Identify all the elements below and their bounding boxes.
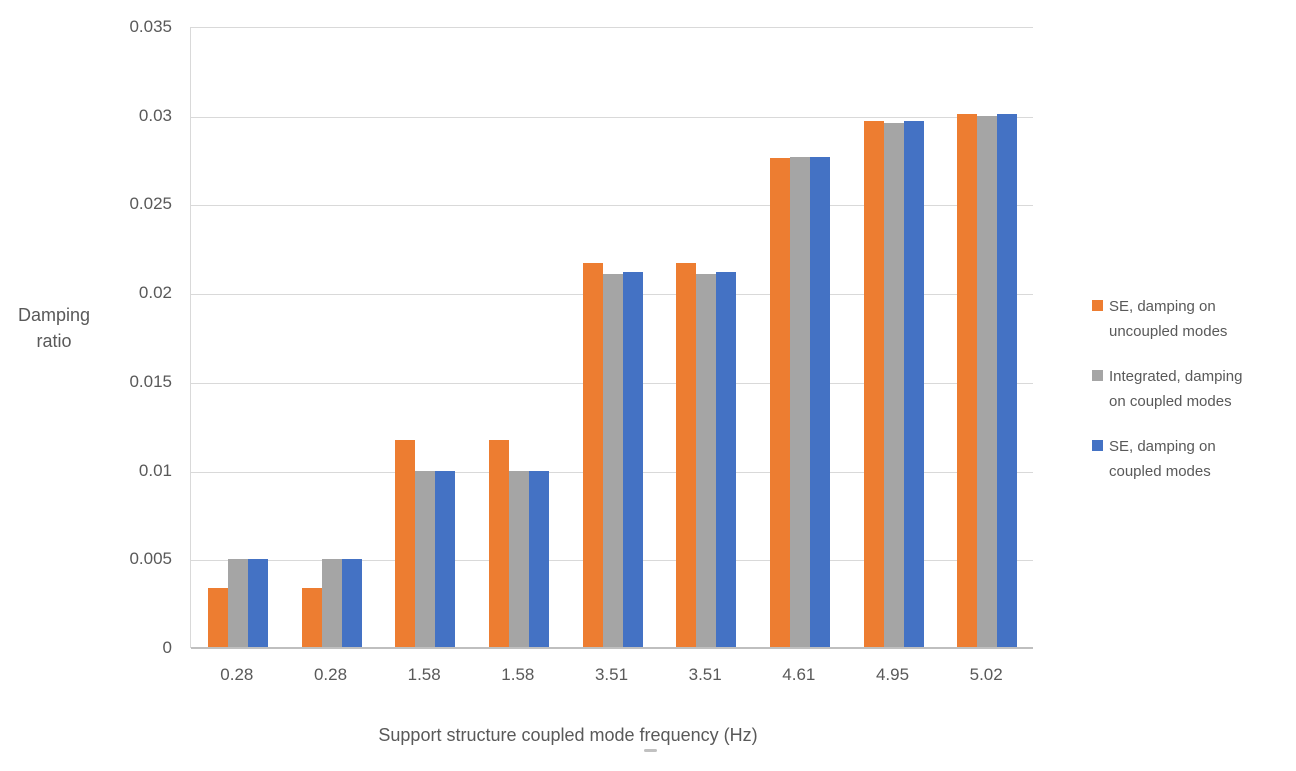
bar-se-damping-on-uncoupled-modes-1.58: [395, 440, 416, 648]
legend-entry: SE, damping on coupled modes: [1092, 434, 1292, 484]
x-axis-line: [191, 647, 1033, 649]
x-tick-label: 4.61: [782, 665, 816, 684]
bar-se-damping-on-uncoupled-modes-0.28: [207, 587, 228, 648]
crop-artifact: [644, 749, 657, 752]
y-axis-title-line-2: ratio: [36, 331, 72, 351]
legend-entry: SE, damping on uncoupled modes: [1092, 294, 1292, 344]
legend-swatch-icon: [1092, 300, 1103, 311]
bar-integrated-damping-on-coupled-modes-1.58: [508, 470, 529, 648]
legend-swatch-icon: [1092, 370, 1103, 381]
y-tick-label: 0.02: [138, 283, 172, 303]
x-tick-label: 4.95: [875, 665, 910, 684]
bar-se-damping-on-coupled-modes-1.58: [435, 470, 456, 648]
bar-integrated-damping-on-coupled-modes-4.61: [789, 156, 810, 648]
bar-se-damping-on-coupled-modes-3.51: [716, 271, 737, 648]
legend-label-line: uncoupled modes: [1109, 323, 1228, 340]
bar-se-damping-on-coupled-modes-4.61: [809, 156, 830, 648]
legend-swatch-icon: [1092, 440, 1103, 451]
x-tick-label: 3.51: [688, 665, 722, 684]
bar-se-damping-on-uncoupled-modes-4.95: [863, 121, 884, 648]
y-axis-title: Damping ratio: [8, 302, 100, 354]
bar-integrated-damping-on-coupled-modes-1.58: [415, 470, 436, 648]
legend-label: SE, damping on uncoupled modes: [1109, 294, 1227, 344]
y-tick-label: 0.03: [138, 105, 172, 125]
y-tick-label: 0: [162, 638, 172, 657]
bar-se-damping-on-coupled-modes-1.58: [528, 470, 549, 648]
y-tick-label: 0.025: [129, 194, 172, 214]
legend-label-line: SE, damping on: [1109, 438, 1216, 455]
legend-label-line: SE, damping on: [1109, 298, 1216, 315]
bar-integrated-damping-on-coupled-modes-3.51: [696, 273, 717, 648]
bar-integrated-damping-on-coupled-modes-4.95: [883, 122, 904, 648]
gridline: [191, 205, 1033, 207]
bar-se-damping-on-coupled-modes-0.28: [341, 559, 362, 648]
bar-se-damping-on-coupled-modes-3.51: [622, 271, 643, 648]
x-tick-label: 1.58: [501, 665, 535, 684]
bar-integrated-damping-on-coupled-modes-3.51: [602, 273, 623, 648]
y-axis-title-line-1: Damping: [17, 305, 91, 325]
x-tick-label: 0.28: [220, 665, 254, 684]
bar-integrated-damping-on-coupled-modes-5.02: [977, 115, 998, 648]
x-tick-label: 3.51: [594, 665, 629, 684]
x-tick-label: 1.58: [407, 665, 441, 684]
bar-se-damping-on-uncoupled-modes-3.51: [582, 262, 603, 648]
legend-entry: Integrated, damping on coupled modes: [1092, 364, 1292, 414]
legend-label: Integrated, damping on coupled modes: [1109, 364, 1242, 414]
bar-se-damping-on-coupled-modes-4.95: [903, 121, 924, 648]
y-tick-label: 0.035: [129, 17, 172, 36]
x-axis-title: Support structure coupled mode frequency…: [378, 725, 758, 745]
x-tick-label: 5.02: [969, 665, 1003, 684]
x-tick-label: 0.28: [313, 665, 348, 684]
bar-se-damping-on-uncoupled-modes-3.51: [676, 262, 697, 648]
plot-area: [190, 27, 1033, 649]
legend: SE, damping on uncoupled modes Integrated,…: [1092, 294, 1292, 504]
legend-label-line: Integrated, damping: [1109, 368, 1243, 385]
bar-se-damping-on-uncoupled-modes-5.02: [957, 113, 978, 648]
y-tick-label: 0.005: [129, 549, 172, 569]
y-tick-label: 0.015: [129, 371, 172, 391]
bar-integrated-damping-on-coupled-modes-0.28: [321, 559, 342, 648]
gridline: [191, 116, 1033, 118]
bar-se-damping-on-coupled-modes-5.02: [997, 113, 1018, 648]
legend-label-line: coupled modes: [1109, 463, 1211, 480]
bar-integrated-damping-on-coupled-modes-0.28: [227, 559, 248, 648]
bar-se-damping-on-uncoupled-modes-4.61: [769, 158, 790, 648]
bar-se-damping-on-coupled-modes-0.28: [247, 559, 268, 648]
legend-label-line: on coupled modes: [1109, 393, 1232, 410]
legend-label: SE, damping on coupled modes: [1109, 434, 1216, 484]
bar-se-damping-on-uncoupled-modes-1.58: [488, 440, 509, 648]
y-tick-label: 0.01: [138, 460, 172, 480]
bar-se-damping-on-uncoupled-modes-0.28: [301, 587, 322, 648]
